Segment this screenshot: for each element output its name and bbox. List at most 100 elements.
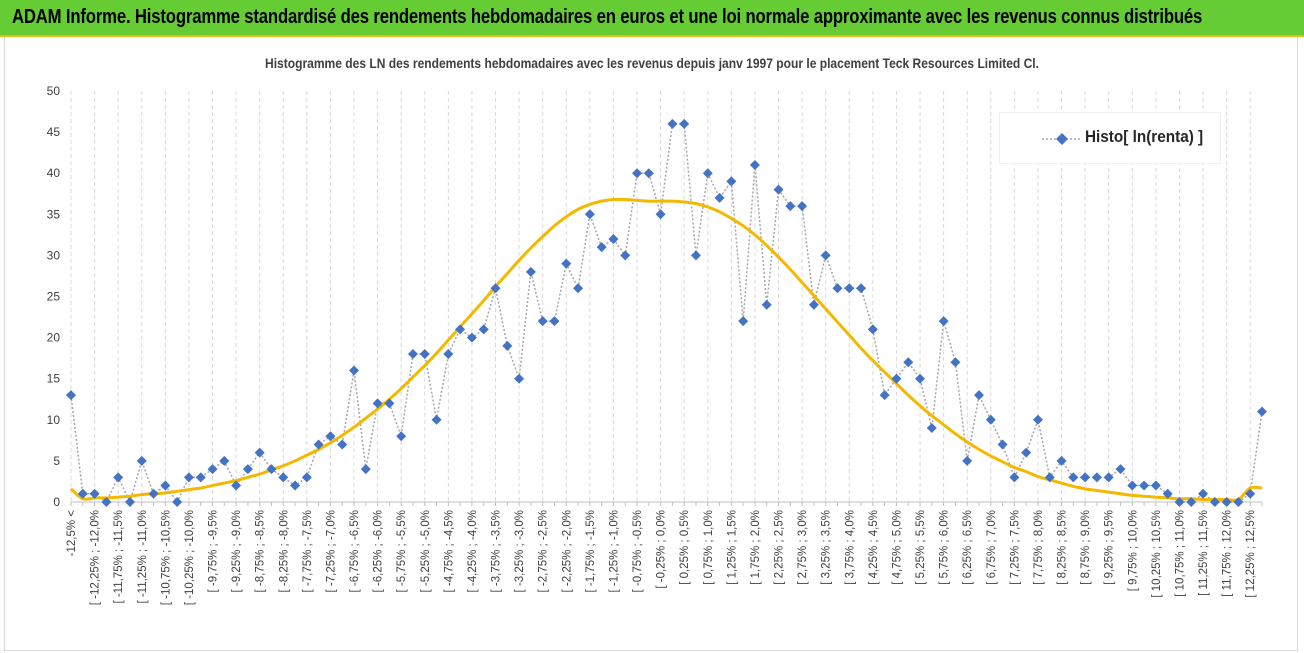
data-point-marker <box>407 349 418 360</box>
normal-curve-line <box>69 197 1263 502</box>
data-point-marker <box>1009 472 1020 483</box>
x-tick-label: [ -0,25% ; 0,0% <box>656 510 668 589</box>
data-point-marker <box>714 192 725 203</box>
x-tick-label: [ 2,25% ; 2,5% <box>774 510 786 585</box>
y-tick-label: 35 <box>47 207 61 221</box>
data-point-marker <box>89 488 100 499</box>
data-point-marker <box>1174 497 1185 507</box>
report-title: ADAM Informe. Histogramme standardisé de… <box>12 6 1203 28</box>
x-tick-label: [ 1,25% ; 1,5% <box>726 510 738 585</box>
data-point-marker <box>525 266 536 277</box>
x-tick-label: [ 0,75% ; 1,0% <box>703 510 715 585</box>
x-tick-label: [ 10,75% ; 11,0% <box>1174 510 1186 597</box>
data-point-marker <box>867 324 878 335</box>
x-tick-label: [ 0,25% ; 0,5% <box>679 510 691 585</box>
data-point-marker <box>219 455 230 466</box>
data-point-marker <box>1150 480 1161 491</box>
data-point-marker <box>431 414 442 425</box>
histogram-line <box>70 123 1263 505</box>
data-point-marker <box>77 488 88 499</box>
data-point-marker <box>690 250 701 261</box>
y-tick-label: 20 <box>47 331 61 345</box>
data-point-marker <box>643 168 654 179</box>
x-tick-label: [ -12,25% ; -12,0% <box>90 510 102 605</box>
data-point-marker <box>797 201 808 212</box>
data-point-marker <box>337 439 348 450</box>
x-tick-label: [ -3,25% ; -3,0% <box>514 510 526 592</box>
data-point-marker <box>573 283 584 294</box>
x-tick-label: [ -4,75% ; -4,5% <box>443 510 455 592</box>
x-tick-label: [ -0,75% ; -0,5% <box>632 510 644 592</box>
x-tick-label: [ 10,25% ; 10,5% <box>1151 510 1163 598</box>
data-point-marker <box>124 497 135 507</box>
x-tick-label: [ -6,25% ; -6,0% <box>373 510 385 592</box>
series-markers <box>66 118 1267 507</box>
data-point-marker <box>466 332 477 343</box>
data-point-marker <box>101 497 112 507</box>
y-tick-label: 5 <box>53 454 60 468</box>
x-tick-label: -12,5% < <box>66 510 78 557</box>
x-tick-label: [ 4,75% ; 5,0% <box>891 510 903 585</box>
data-point-marker <box>384 398 395 409</box>
x-tick-label: [ -8,75% ; -8,5% <box>255 510 267 592</box>
chart-title: Histogramme des LN des rendements hebdom… <box>265 55 1039 71</box>
data-point-marker <box>655 209 666 220</box>
y-tick-label: 50 <box>47 84 61 98</box>
data-point-marker <box>1032 414 1043 425</box>
data-point-marker <box>396 431 407 442</box>
data-point-marker <box>596 242 607 253</box>
data-point-marker <box>325 431 336 442</box>
data-point-marker <box>443 349 454 360</box>
data-point-marker <box>360 464 371 475</box>
y-axis: 0 5 10 15 20 25 30 35 40 45 50 <box>47 84 61 509</box>
data-point-marker <box>207 464 218 475</box>
data-point-marker <box>773 184 784 195</box>
data-point-marker <box>1127 480 1138 491</box>
x-tick-label: [ -9,75% ; -9,5% <box>208 510 220 592</box>
x-axis: -12,5% < [ -12,25% ; -12,0% [ -11,75% ; -1… <box>66 501 1263 605</box>
data-point-marker <box>301 472 312 483</box>
data-point-marker <box>66 390 76 401</box>
data-point-marker <box>372 398 383 409</box>
x-tick-label: [ -2,75% ; -2,5% <box>538 510 550 592</box>
data-point-marker <box>136 455 147 466</box>
x-tick-label: [ 4,25% ; 4,5% <box>868 510 880 585</box>
data-point-marker <box>632 168 643 179</box>
data-point-marker <box>1233 497 1244 507</box>
data-point-marker <box>761 299 772 310</box>
data-point-marker <box>313 439 324 450</box>
data-point-marker <box>1044 472 1055 483</box>
data-point-marker <box>490 283 501 294</box>
data-point-marker <box>926 423 937 434</box>
y-tick-label: 45 <box>47 125 61 139</box>
report-banner: ADAM Informe. Histogramme standardisé de… <box>0 0 1304 37</box>
data-point-marker <box>266 464 277 475</box>
data-point-marker <box>231 480 242 491</box>
data-point-marker <box>419 349 430 360</box>
x-tick-label: [ 7,25% ; 7,5% <box>1009 510 1021 585</box>
x-tick-label: [ -10,25% ; -10,0% <box>184 510 196 605</box>
data-point-marker <box>844 283 855 294</box>
data-point-marker <box>549 316 560 327</box>
data-point-marker <box>891 373 902 384</box>
data-point-marker <box>950 357 961 368</box>
y-tick-label: 40 <box>47 166 61 180</box>
data-point-marker <box>879 390 890 401</box>
x-tick-label: [ -1,75% ; -1,5% <box>585 510 597 592</box>
data-point-marker <box>938 316 949 327</box>
data-point-marker <box>584 209 595 220</box>
x-tick-label: [ 1,75% ; 2,0% <box>750 510 762 585</box>
data-point-marker <box>254 447 265 458</box>
data-point-marker <box>1209 497 1220 507</box>
y-tick-label: 30 <box>47 248 61 262</box>
data-point-marker <box>738 316 749 327</box>
data-point-marker <box>1162 488 1173 499</box>
data-point-marker <box>620 250 631 261</box>
data-point-marker <box>278 472 289 483</box>
data-point-marker <box>985 414 996 425</box>
x-tick-label: [ 9,75% ; 10,0% <box>1127 510 1139 591</box>
data-point-marker <box>242 464 253 475</box>
data-point-marker <box>514 373 525 384</box>
x-tick-label: [ -7,25% ; -7,0% <box>325 510 337 592</box>
